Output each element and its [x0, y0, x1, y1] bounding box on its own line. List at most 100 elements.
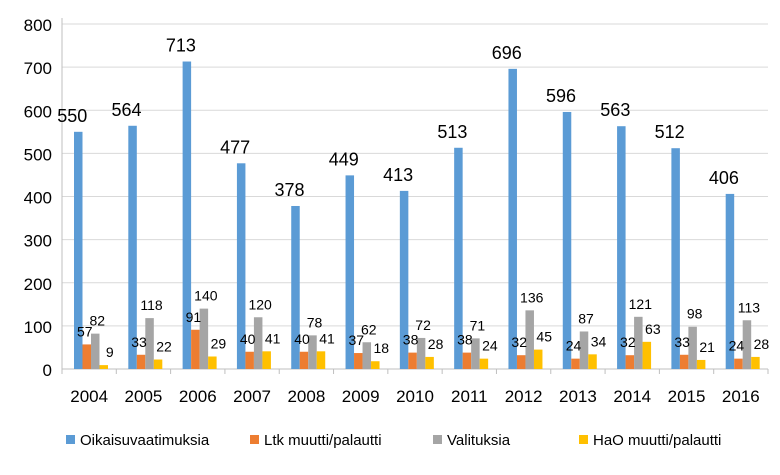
x-tick-label: 2015 [668, 387, 706, 406]
bar-ltk-muutti-palautti [625, 355, 635, 369]
y-tick-label: 800 [24, 16, 52, 35]
bar-valituksia [688, 326, 697, 369]
legend-label: Ltk muutti/palautti [264, 432, 382, 449]
bar-valituksia [362, 342, 372, 369]
legend-label: Valituksia [447, 432, 511, 449]
bar-oikaisuvaatimuksia [291, 205, 300, 369]
legend-swatch [579, 435, 588, 444]
data-label: 91 [186, 309, 202, 325]
data-label: 512 [655, 122, 685, 142]
gridlines [62, 23, 768, 327]
bar-oikaisuvaatimuksia [617, 126, 626, 369]
data-label: 62 [361, 321, 377, 337]
y-tick-label: 300 [24, 232, 52, 251]
bar-hao-muutti-palautti [588, 354, 597, 369]
data-labels: 550 564 713 477 378 449 413 513 696 596 563 512 406 5… [57, 36, 769, 361]
data-label: 40 [294, 331, 310, 347]
legend: Oikaisuvaatimuksia Ltk muutti/palautti Val… [66, 432, 721, 449]
bar-hao-muutti-palautti [533, 349, 543, 369]
bar-ltk-muutti-palautti [354, 353, 363, 369]
data-label: 38 [457, 332, 473, 348]
data-label: 406 [709, 168, 739, 188]
bar-hao-muutti-palautti [262, 351, 271, 369]
y-tick-label: 500 [24, 145, 52, 164]
bar-valituksia [416, 337, 426, 369]
axes: 0 100 200 300 400 500 600 700 800 2004 2005 2006 200… [24, 16, 769, 406]
bar-ltk-muutti-palautti [245, 351, 254, 369]
bar-valituksia [145, 318, 154, 369]
bar-ltk-muutti-palautti [462, 352, 472, 369]
data-label: 550 [57, 106, 87, 126]
bar-hao-muutti-palautti [696, 359, 706, 369]
bar-hao-muutti-palautti [642, 341, 652, 369]
data-label: 136 [520, 289, 544, 305]
bar-oikaisuvaatimuksia [725, 193, 735, 369]
data-label: 9 [106, 344, 114, 360]
bar-valituksia [525, 310, 534, 369]
bar-ltk-muutti-palautti [299, 351, 309, 369]
bar-ltk-muutti-palautti [136, 354, 146, 369]
bar-ltk-muutti-palautti [408, 352, 417, 369]
data-label: 28 [428, 336, 444, 352]
data-label: 413 [383, 165, 413, 185]
bar-hao-muutti-palautti [425, 356, 434, 369]
bar-oikaisuvaatimuksia [236, 163, 246, 369]
data-label: 24 [482, 338, 498, 354]
data-label: 24 [566, 338, 582, 354]
bar-oikaisuvaatimuksia [562, 111, 572, 369]
data-label: 41 [319, 330, 335, 346]
data-label: 33 [131, 334, 147, 350]
y-tick-label: 400 [24, 189, 52, 208]
bar-valituksia [634, 316, 643, 369]
y-tick-label: 100 [24, 318, 52, 337]
x-tick-label: 2008 [287, 387, 325, 406]
bar-hao-muutti-palautti [208, 356, 217, 369]
bar-valituksia [308, 335, 317, 369]
bar-oikaisuvaatimuksia [128, 125, 137, 370]
x-tick-label: 2009 [342, 387, 380, 406]
data-label: 118 [140, 297, 163, 313]
x-tick-label: 2004 [70, 387, 108, 406]
bar-ltk-muutti-palautti [571, 358, 580, 369]
data-label: 41 [265, 330, 281, 346]
data-label: 71 [470, 317, 486, 333]
data-label: 32 [620, 334, 636, 350]
data-label: 22 [156, 339, 172, 355]
x-tick-label: 2013 [559, 387, 597, 406]
data-label: 28 [754, 336, 770, 352]
bar-hao-muutti-palautti [99, 365, 108, 369]
legend-label: Oikaisuvaatimuksia [80, 432, 210, 449]
bar-valituksia [199, 308, 209, 369]
data-label: 98 [687, 306, 703, 322]
data-label: 477 [220, 137, 250, 157]
y-tick-label: 0 [43, 361, 52, 380]
bar-oikaisuvaatimuksia [454, 147, 463, 369]
data-label: 18 [373, 340, 389, 356]
bar-ltk-muutti-palautti [734, 358, 743, 369]
data-label: 82 [89, 313, 105, 329]
data-label: 449 [329, 149, 359, 169]
y-tick-label: 700 [24, 59, 52, 78]
bar-oikaisuvaatimuksia [671, 148, 680, 369]
bar-valituksia [742, 320, 752, 369]
data-label: 87 [578, 310, 594, 326]
bar-ltk-muutti-palautti [191, 329, 200, 369]
data-label: 72 [415, 317, 431, 333]
bar-valituksia [579, 331, 589, 369]
x-tick-label: 2007 [233, 387, 271, 406]
bars [74, 61, 760, 370]
x-tick-label: 2011 [451, 387, 488, 406]
bar-hao-muutti-palautti [153, 359, 163, 369]
bar-oikaisuvaatimuksia [508, 68, 517, 369]
legend-swatch [66, 435, 75, 444]
data-label: 57 [77, 323, 93, 339]
data-label: 21 [699, 339, 715, 355]
legend-swatch [433, 435, 442, 444]
data-label: 596 [546, 86, 576, 106]
legend-label: HaO muutti/palautti [593, 432, 721, 449]
x-tick-label: 2005 [125, 387, 163, 406]
y-tick-label: 200 [24, 275, 52, 294]
data-label: 37 [348, 332, 364, 348]
